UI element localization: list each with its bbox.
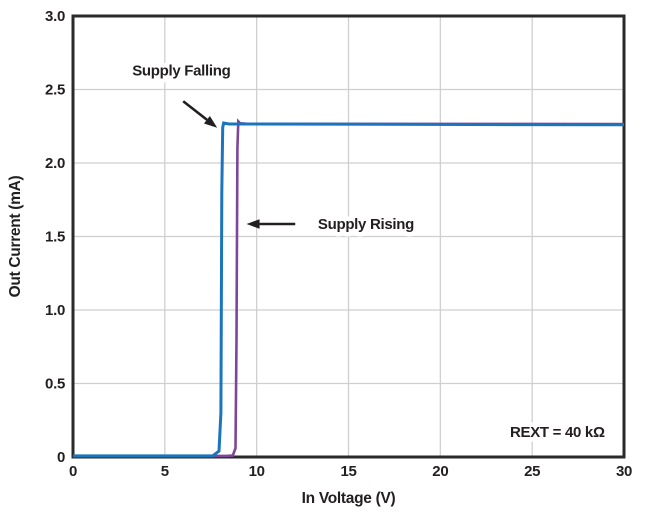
y-tick-label: 0.5	[45, 376, 65, 393]
x-tick-label: 5	[161, 463, 169, 480]
y-tick-label: 0	[57, 449, 65, 466]
supply-falling-label: Supply Falling	[132, 62, 230, 79]
supply-falling-label-arrow-shaft	[182, 100, 208, 121]
y-tick-label: 3.0	[45, 8, 65, 25]
x-tick-label: 10	[249, 463, 265, 480]
y-tick-label: 2.5	[45, 82, 65, 99]
x-tick-label: 15	[340, 463, 356, 480]
supply-falling-curve	[73, 121, 625, 458]
rext-annotation: REXT = 40 kΩ	[510, 424, 605, 441]
supply-falling-label-arrowhead	[203, 115, 218, 128]
x-tick-label: 30	[616, 463, 632, 480]
x-tick-label: 0	[69, 463, 77, 480]
x-tick-label: 25	[524, 463, 540, 480]
x-tick-label: 20	[432, 463, 448, 480]
y-tick-label: 1.0	[45, 302, 65, 319]
y-tick-label: 2.0	[45, 155, 65, 172]
y-axis-label: Out Current (mA)	[7, 175, 24, 297]
y-tick-label: 1.5	[45, 229, 65, 246]
supply-rising-label-arrowhead	[246, 219, 260, 229]
supply-rising-label: Supply Rising	[318, 216, 414, 233]
plot-frame	[71, 14, 626, 459]
x-axis-label: In Voltage (V)	[302, 490, 396, 507]
